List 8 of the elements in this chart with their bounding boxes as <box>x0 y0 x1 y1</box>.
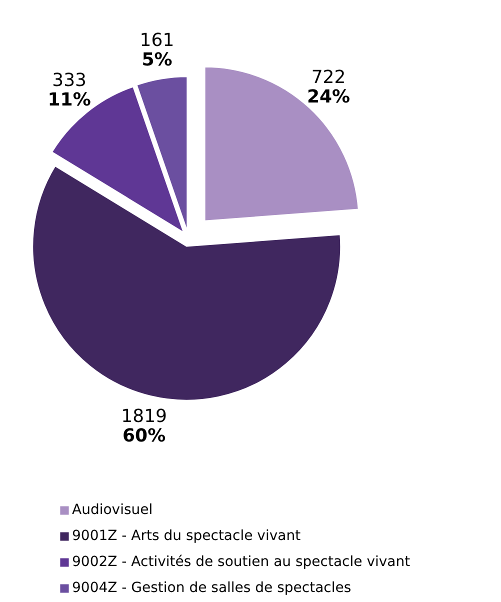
data-label: 722 24% <box>306 66 350 108</box>
data-label: 161 5% <box>140 30 174 71</box>
data-label: 333 11% <box>48 70 91 110</box>
legend-label: 9001Z - Arts du spectacle vivant <box>72 528 301 544</box>
legend-label: 9002Z - Activités de soutien au spectacle vivant <box>72 554 410 570</box>
legend-label: Audiovisuel <box>72 502 153 518</box>
data-label: 1819 60% <box>121 406 167 447</box>
legend-label: 9004Z - Gestion de salles de spectacles <box>72 580 352 596</box>
